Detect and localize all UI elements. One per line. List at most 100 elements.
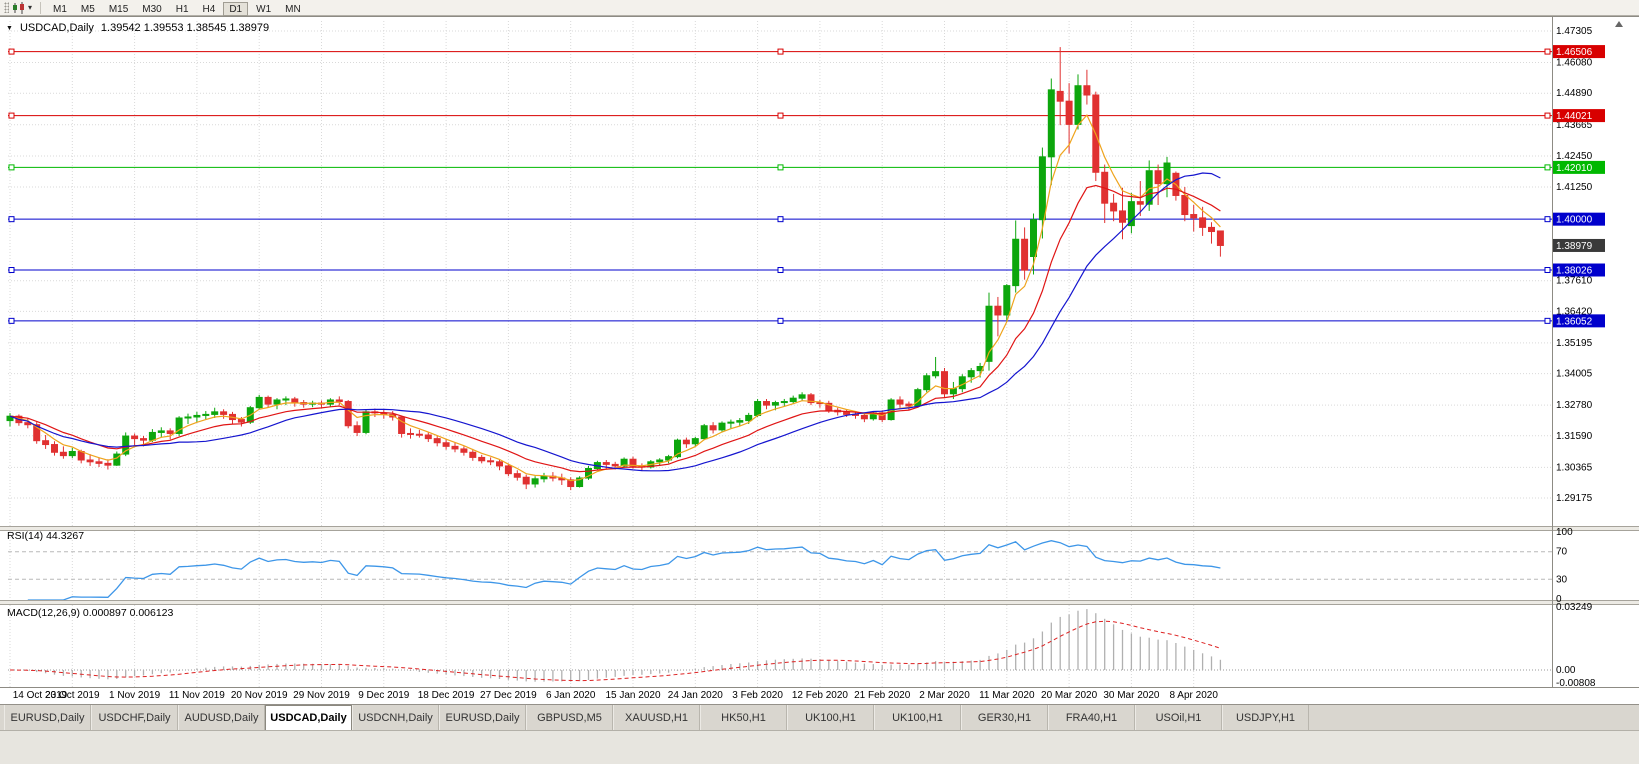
timeframe-button-w1[interactable]: W1 xyxy=(250,2,277,16)
candlestick-chart-icon[interactable] xyxy=(12,1,26,14)
svg-text:1.38026: 1.38026 xyxy=(1556,266,1593,277)
chart-symbol-period: USDCAD,Daily xyxy=(19,22,94,34)
svg-text:1.42450: 1.42450 xyxy=(1556,151,1593,162)
chart-tab-eurusd-daily-0[interactable]: EURUSD,Daily xyxy=(4,705,91,730)
svg-text:21 Feb 2020: 21 Feb 2020 xyxy=(854,690,911,701)
svg-text:1.43665: 1.43665 xyxy=(1556,120,1593,131)
chart-tab-usdcad-daily-3[interactable]: USDCAD,Daily xyxy=(265,705,352,730)
chart-tab-xauusd-h1-7[interactable]: XAUUSD,H1 xyxy=(613,705,700,730)
svg-text:11 Nov 2019: 11 Nov 2019 xyxy=(169,690,225,701)
svg-text:6 Jan 2020: 6 Jan 2020 xyxy=(546,690,596,701)
svg-text:20 Mar 2020: 20 Mar 2020 xyxy=(1041,690,1098,701)
scale-scroll-up-icon[interactable] xyxy=(1615,21,1623,27)
svg-text:30: 30 xyxy=(1556,574,1568,585)
chart-tab-usdcnh-daily-4[interactable]: USDCNH,Daily xyxy=(352,705,439,730)
svg-text:14 Oct 2019: 14 Oct 2019 xyxy=(13,690,68,701)
svg-text:12 Feb 2020: 12 Feb 2020 xyxy=(792,690,849,701)
svg-text:1.41250: 1.41250 xyxy=(1556,182,1593,193)
svg-text:27 Dec 2019: 27 Dec 2019 xyxy=(480,690,537,701)
svg-text:1.46080: 1.46080 xyxy=(1556,58,1593,69)
chart-tab-usdchf-daily-1[interactable]: USDCHF,Daily xyxy=(91,705,178,730)
last-price-tag xyxy=(1553,238,1605,252)
svg-text:24 Jan 2020: 24 Jan 2020 xyxy=(668,690,723,701)
chart-tab-ger30-h1-11[interactable]: GER30,H1 xyxy=(961,705,1048,730)
svg-text:100: 100 xyxy=(1556,527,1573,538)
chart-window: 1.47305 1.46080 1.44890 1.43665 1.42450 1.412… xyxy=(0,16,1639,704)
status-bar xyxy=(0,730,1639,764)
rsi-line xyxy=(27,540,1221,601)
svg-text:15 Jan 2020: 15 Jan 2020 xyxy=(605,690,660,701)
svg-text:70: 70 xyxy=(1556,547,1568,558)
svg-text:30 Mar 2020: 30 Mar 2020 xyxy=(1103,690,1160,701)
timeframe-button-mn[interactable]: MN xyxy=(279,2,307,16)
candlesticks xyxy=(6,47,1224,491)
chart-title: ▼ USDCAD,Daily 1.39542 1.39553 1.38545 1… xyxy=(6,22,269,34)
grid xyxy=(8,21,1552,687)
svg-text:9 Dec 2019: 9 Dec 2019 xyxy=(358,690,410,701)
timeframe-buttons: M1 M5 M15 M30 H1 H4 D1 W1 MN xyxy=(46,0,308,17)
svg-text:1.30365: 1.30365 xyxy=(1556,462,1593,473)
svg-text:1.42010: 1.42010 xyxy=(1556,163,1593,174)
rsi-indicator-label: RSI(14) 44.3267 xyxy=(7,530,85,542)
svg-text:0: 0 xyxy=(1556,594,1562,605)
svg-text:0.03249: 0.03249 xyxy=(1556,602,1593,613)
chart-tab-usdjpy-h1-14[interactable]: USDJPY,H1 xyxy=(1222,705,1309,730)
timeframe-button-m15[interactable]: M15 xyxy=(103,2,134,16)
timeframe-button-m30[interactable]: M30 xyxy=(136,2,167,16)
svg-text:1.40000: 1.40000 xyxy=(1556,215,1593,226)
rsi-panel xyxy=(8,540,1552,601)
chart-tab-eurusd-daily-5[interactable]: EURUSD,Daily xyxy=(439,705,526,730)
svg-text:29 Nov 2019: 29 Nov 2019 xyxy=(293,690,350,701)
macd-indicator-label: MACD(12,26,9) 0.000897 0.006123 xyxy=(7,607,174,619)
macd-panel xyxy=(8,609,1552,682)
svg-text:23 Oct 2019: 23 Oct 2019 xyxy=(45,690,100,701)
svg-text:1.46506: 1.46506 xyxy=(1556,47,1593,58)
svg-text:3 Feb 2020: 3 Feb 2020 xyxy=(732,690,783,701)
svg-text:1.47305: 1.47305 xyxy=(1556,26,1593,37)
svg-text:-0.00808: -0.00808 xyxy=(1556,678,1596,689)
svg-text:11 Mar 2020: 11 Mar 2020 xyxy=(979,690,1035,701)
timeframe-button-m1[interactable]: M1 xyxy=(47,2,73,16)
horizontal-level-lines[interactable] xyxy=(8,48,1552,324)
chart-menu-icon[interactable]: ▼ xyxy=(6,24,13,32)
svg-text:20 Nov 2019: 20 Nov 2019 xyxy=(231,690,288,701)
svg-text:1.37610: 1.37610 xyxy=(1556,276,1593,287)
chart-tab-hk50-h1-8[interactable]: HK50,H1 xyxy=(700,705,787,730)
timeframe-button-m5[interactable]: M5 xyxy=(75,2,101,16)
svg-text:2 Mar 2020: 2 Mar 2020 xyxy=(919,690,970,701)
chart-tab-uk100-h1-10[interactable]: UK100,H1 xyxy=(874,705,961,730)
price-scale[interactable]: 1.47305 1.46080 1.44890 1.43665 1.42450 1.412… xyxy=(1552,17,1624,689)
chart-canvas[interactable]: 1.47305 1.46080 1.44890 1.43665 1.42450 1.412… xyxy=(0,17,1639,705)
moving-averages xyxy=(9,114,1221,482)
svg-text:1.36420: 1.36420 xyxy=(1556,306,1593,317)
sma20-line xyxy=(9,172,1221,472)
toolbar-grip[interactable] xyxy=(4,2,9,13)
svg-text:18 Dec 2019: 18 Dec 2019 xyxy=(418,690,475,701)
chart-tab-uk100-h1-9[interactable]: UK100,H1 xyxy=(787,705,874,730)
chart-tab-fra40-h1-12[interactable]: FRA40,H1 xyxy=(1048,705,1135,730)
chart-tab-gbpusd-m5-6[interactable]: GBPUSD,M5 xyxy=(526,705,613,730)
toolbar-separator xyxy=(40,1,42,14)
timeframe-button-h1[interactable]: H1 xyxy=(170,2,195,16)
timeframe-button-h4[interactable]: H4 xyxy=(197,2,222,16)
timeframe-button-d1[interactable]: D1 xyxy=(223,2,249,16)
chart-type-dropdown-icon[interactable]: ▾ xyxy=(28,2,33,12)
ema13-line xyxy=(9,184,1221,473)
macd-signal-line xyxy=(9,620,1221,682)
svg-text:1.29175: 1.29175 xyxy=(1556,493,1593,504)
panel-separators[interactable] xyxy=(0,526,1639,688)
chart-tab-audusd-daily-2[interactable]: AUDUSD,Daily xyxy=(178,705,265,730)
timeframe-toolbar: ▾ M1 M5 M15 M30 H1 H4 D1 W1 MN xyxy=(0,0,1639,16)
svg-text:1.32780: 1.32780 xyxy=(1556,400,1593,411)
svg-text:0.00: 0.00 xyxy=(1556,665,1576,676)
svg-text:1.44021: 1.44021 xyxy=(1556,111,1593,122)
svg-text:1.35195: 1.35195 xyxy=(1556,338,1593,349)
chart-tab-usoil-h1-13[interactable]: USOil,H1 xyxy=(1135,705,1222,730)
svg-text:1.38979: 1.38979 xyxy=(1556,241,1593,252)
svg-text:1 Nov 2019: 1 Nov 2019 xyxy=(109,690,161,701)
svg-text:1.44890: 1.44890 xyxy=(1556,88,1593,99)
svg-text:1.31590: 1.31590 xyxy=(1556,431,1593,442)
ema5-line xyxy=(9,114,1221,482)
